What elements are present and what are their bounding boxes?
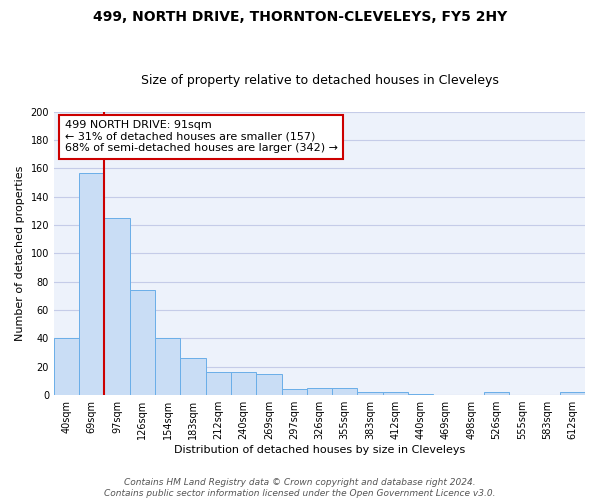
Bar bbox=[383, 392, 408, 395]
Bar bbox=[307, 388, 332, 395]
Bar bbox=[181, 358, 206, 395]
Bar bbox=[358, 392, 383, 395]
X-axis label: Distribution of detached houses by size in Cleveleys: Distribution of detached houses by size … bbox=[174, 445, 465, 455]
Bar bbox=[484, 392, 509, 395]
Text: 499 NORTH DRIVE: 91sqm
← 31% of detached houses are smaller (157)
68% of semi-de: 499 NORTH DRIVE: 91sqm ← 31% of detached… bbox=[65, 120, 338, 154]
Text: Contains HM Land Registry data © Crown copyright and database right 2024.
Contai: Contains HM Land Registry data © Crown c… bbox=[104, 478, 496, 498]
Bar bbox=[560, 392, 585, 395]
Bar bbox=[408, 394, 433, 395]
Text: 499, NORTH DRIVE, THORNTON-CLEVELEYS, FY5 2HY: 499, NORTH DRIVE, THORNTON-CLEVELEYS, FY… bbox=[93, 10, 507, 24]
Bar bbox=[54, 338, 79, 395]
Bar bbox=[155, 338, 181, 395]
Bar bbox=[231, 372, 256, 395]
Title: Size of property relative to detached houses in Cleveleys: Size of property relative to detached ho… bbox=[140, 74, 499, 87]
Bar bbox=[104, 218, 130, 395]
Bar bbox=[206, 372, 231, 395]
Bar bbox=[130, 290, 155, 395]
Bar bbox=[332, 388, 358, 395]
Bar bbox=[256, 374, 281, 395]
Bar bbox=[281, 390, 307, 395]
Y-axis label: Number of detached properties: Number of detached properties bbox=[15, 166, 25, 341]
Bar bbox=[79, 172, 104, 395]
